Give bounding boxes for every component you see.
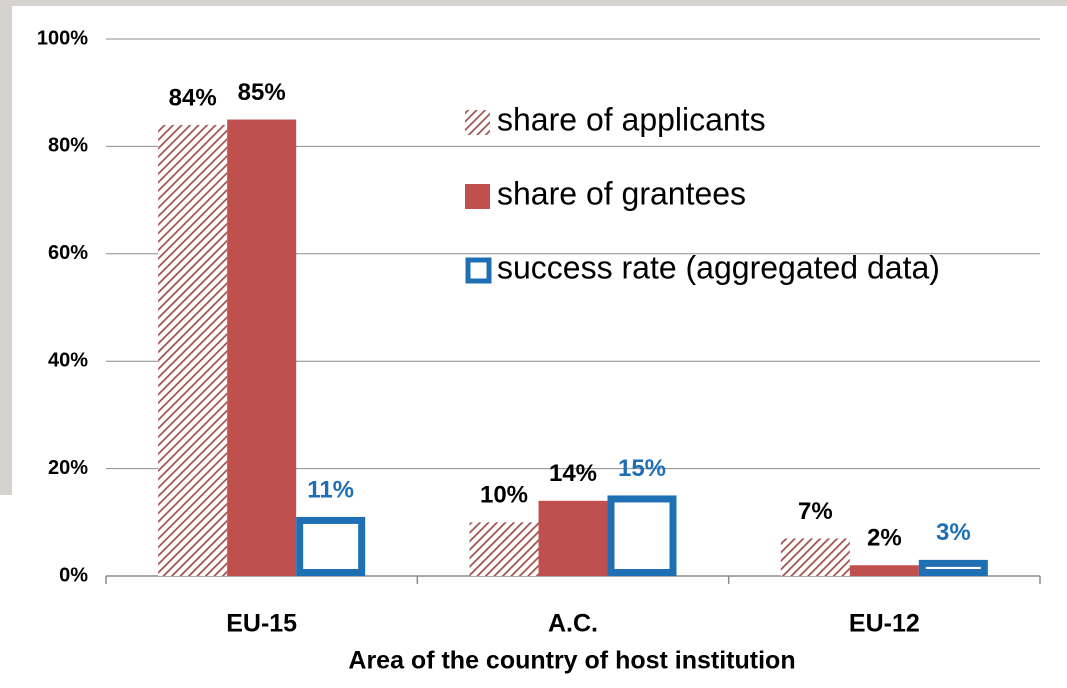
data-label: 11% [307,476,354,503]
y-tick-label: 0% [59,564,88,586]
x-tick-label: A.C. [548,610,598,638]
bar [469,522,539,576]
x-tick-label: EU-12 [849,610,920,638]
data-label: 10% [480,482,528,509]
y-tick-label: 20% [48,457,88,479]
legend-swatch [465,257,492,284]
bar [918,559,988,577]
data-label: 85% [238,79,286,106]
legend-label: share of applicants [497,101,766,137]
legend-swatch [465,110,490,135]
y-tick-label: 100% [37,27,88,49]
bar [158,124,228,577]
x-axis-title: Area of the country of host institution [348,647,795,675]
data-label: 2% [867,525,902,552]
y-tick-label: 60% [48,242,88,264]
bar [607,495,677,577]
data-label: 3% [936,519,971,546]
bar [780,538,850,576]
data-label: 84% [169,84,217,111]
bar [538,500,608,576]
data-label: 14% [549,460,597,487]
x-tick-label: EU-15 [226,610,297,638]
frame-top [0,0,1067,6]
y-tick-label: 80% [48,135,88,157]
bar [296,516,366,576]
bar [849,565,919,576]
bar [227,119,297,577]
legend-label: success rate (aggregated data) [497,249,940,285]
data-label: 7% [798,498,833,525]
data-label: 15% [618,455,666,482]
frame-left [0,0,12,495]
legend-label: share of grantees [497,175,746,211]
legend-swatch [465,184,490,209]
y-tick-label: 40% [48,349,88,371]
